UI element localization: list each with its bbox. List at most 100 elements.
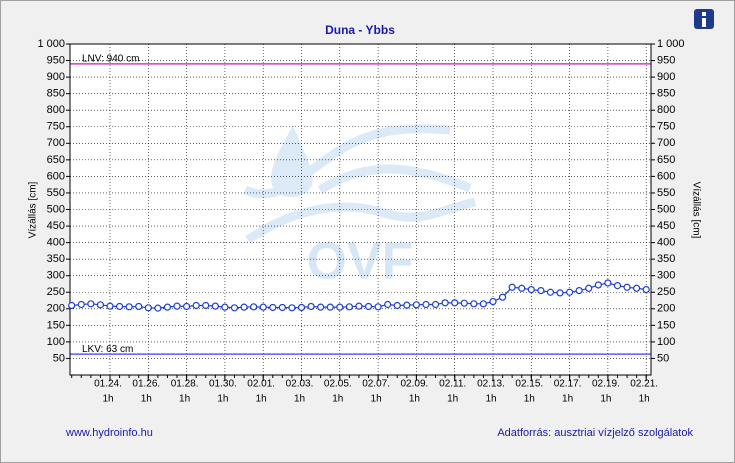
- data-point: [384, 300, 392, 309]
- data-point: [211, 302, 219, 310]
- y-tick-label: 950: [47, 54, 65, 66]
- x-tick-label: 02.07.: [362, 379, 390, 390]
- x-tick-label: 02.15.: [515, 379, 543, 390]
- data-point: [173, 302, 181, 310]
- chart-title: Duna - Ybbs: [325, 23, 395, 37]
- data-point: [125, 303, 133, 311]
- data-point: [250, 303, 258, 311]
- data-point: [163, 303, 172, 311]
- data-point: [336, 303, 344, 311]
- x-tick-label: 02.19.: [592, 379, 620, 390]
- data-point: [575, 286, 583, 295]
- data-point: [259, 303, 267, 311]
- y2-tick-label: 200: [657, 303, 675, 315]
- data-point: [479, 300, 488, 308]
- data-point: [518, 284, 526, 292]
- x-time-label: 1h: [485, 394, 496, 405]
- x-time-label: 1h: [102, 394, 113, 405]
- x-tick-label: 02.01.: [247, 379, 275, 390]
- x-time-label: 1h: [639, 394, 650, 405]
- info-button[interactable]: [694, 9, 714, 29]
- data-point: [230, 304, 239, 312]
- x-tick-label: 02.09.: [400, 379, 428, 390]
- data-point: [77, 300, 85, 309]
- y-tick-label: 1 000: [37, 38, 65, 50]
- data-point: [470, 300, 478, 308]
- x-time-label: 1h: [217, 394, 228, 405]
- data-point: [585, 284, 593, 292]
- data-point: [317, 303, 325, 311]
- x-time-label: 1h: [371, 394, 382, 405]
- x-time-label: 1h: [141, 394, 152, 405]
- x-time-label: 1h: [294, 394, 305, 405]
- y-tick-label: 100: [47, 336, 65, 348]
- y2-tick-label: 950: [657, 54, 675, 66]
- y2-axis-label: Vízállás [cm]: [690, 182, 701, 239]
- y2-tick-label: 550: [657, 187, 675, 199]
- x-tick-label: 02.11.: [439, 379, 466, 390]
- watermark-text: OVF: [307, 233, 414, 291]
- y2-tick-label: 850: [657, 88, 675, 100]
- x-tick-label: 01.24.: [94, 379, 122, 390]
- data-point: [498, 293, 507, 301]
- data-point: [96, 301, 105, 309]
- x-time-label: 1h: [600, 394, 611, 405]
- y-tick-label: 550: [47, 187, 65, 199]
- reference-label: LKV: 63 cm: [82, 344, 133, 355]
- data-point: [604, 279, 612, 287]
- y2-tick-label: 350: [657, 253, 675, 265]
- y2-tick-label: 900: [657, 71, 675, 83]
- data-point: [441, 299, 449, 307]
- y2-tick-label: 250: [657, 286, 675, 298]
- x-tick-label: 01.30.: [209, 379, 237, 390]
- data-point: [393, 301, 401, 310]
- x-time-label: 1h: [409, 394, 420, 405]
- data-point: [269, 303, 277, 312]
- watermark-logo: [243, 124, 477, 244]
- footer-right: Adatforrás: ausztriai vízjelző szolgálat…: [497, 427, 693, 439]
- y-tick-label: 200: [47, 303, 65, 315]
- y2-tick-label: 50: [657, 352, 669, 364]
- data-point: [288, 304, 296, 312]
- data-point: [565, 288, 574, 296]
- x-time-label: 1h: [332, 394, 343, 405]
- y2-tick-label: 600: [657, 170, 675, 182]
- y-tick-label: 450: [47, 220, 65, 232]
- y2-tick-label: 100: [657, 336, 675, 348]
- data-point: [345, 303, 353, 311]
- footer-left: www.hydroinfo.hu: [65, 427, 153, 439]
- x-tick-label: 02.21.: [630, 379, 658, 390]
- x-time-label: 1h: [179, 394, 190, 405]
- y2-tick-label: 750: [657, 121, 675, 133]
- data-point: [144, 304, 152, 312]
- data-point: [403, 301, 411, 309]
- x-tick-label: 02.17.: [554, 379, 582, 390]
- data-point: [623, 283, 631, 291]
- data-point: [431, 300, 440, 309]
- data-point: [106, 302, 114, 310]
- data-point: [451, 299, 459, 307]
- data-point: [546, 288, 555, 296]
- data-point: [68, 301, 76, 310]
- y-axis-label: Vízállás [cm]: [28, 181, 39, 238]
- y2-tick-label: 500: [657, 203, 675, 215]
- y-tick-label: 400: [47, 237, 65, 249]
- y2-tick-label: 450: [657, 220, 675, 232]
- y-tick-label: 150: [47, 319, 65, 331]
- data-point: [594, 281, 602, 289]
- data-point: [537, 286, 545, 295]
- y2-tick-label: 700: [657, 137, 675, 149]
- data-point: [326, 303, 334, 311]
- data-point: [221, 303, 229, 311]
- reference-label: LNV: 940 cm: [82, 54, 139, 65]
- x-time-label: 1h: [524, 394, 535, 405]
- y2-tick-label: 1 000: [657, 38, 685, 50]
- data-point: [489, 297, 497, 306]
- data-point: [307, 302, 315, 311]
- data-point: [508, 283, 516, 291]
- data-point: [633, 284, 641, 292]
- y-tick-label: 250: [47, 286, 65, 298]
- data-point: [412, 301, 420, 309]
- y-tick-label: 300: [47, 270, 65, 282]
